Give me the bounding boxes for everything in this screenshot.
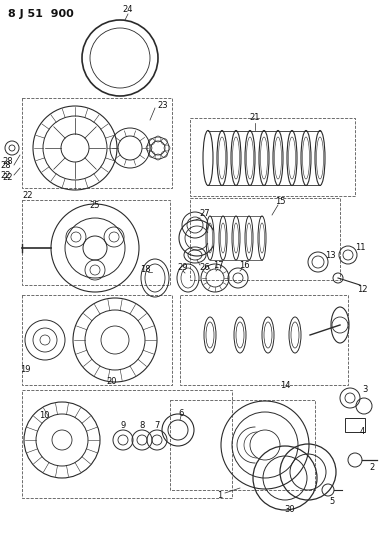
Text: 13: 13: [325, 251, 335, 260]
Bar: [345, 418, 365, 432]
Text: 8: 8: [139, 421, 145, 430]
Text: 17: 17: [213, 262, 223, 271]
Text: 26: 26: [200, 263, 210, 272]
Bar: [22, 200, 170, 285]
Text: 3: 3: [362, 385, 368, 394]
Text: 10: 10: [39, 410, 49, 419]
Text: 29: 29: [178, 263, 188, 272]
Text: 22: 22: [23, 191, 33, 200]
Text: 20: 20: [107, 377, 117, 386]
Bar: [190, 198, 340, 280]
Text: 14: 14: [280, 381, 290, 390]
Text: 23: 23: [158, 101, 168, 109]
Bar: [22, 295, 172, 385]
Text: 24: 24: [123, 5, 133, 14]
Bar: [170, 400, 315, 490]
Text: 28: 28: [1, 160, 11, 169]
Bar: [190, 118, 355, 196]
Text: 9: 9: [121, 421, 125, 430]
Text: 27: 27: [200, 209, 210, 219]
Text: 28: 28: [3, 157, 13, 166]
Text: 2: 2: [370, 464, 374, 472]
Text: 12: 12: [357, 286, 367, 295]
Text: 7: 7: [154, 421, 160, 430]
Bar: [180, 295, 348, 385]
Text: 6: 6: [178, 408, 184, 417]
Bar: [22, 390, 232, 498]
Bar: [22, 98, 172, 188]
Text: 21: 21: [250, 114, 260, 123]
Text: 8 J 51  900: 8 J 51 900: [8, 9, 74, 19]
Text: 15: 15: [275, 197, 285, 206]
Text: 16: 16: [239, 262, 249, 271]
Text: 22: 22: [3, 173, 13, 182]
Text: 4: 4: [359, 427, 365, 437]
Text: 1: 1: [218, 491, 222, 500]
Text: 25: 25: [90, 200, 100, 209]
Text: 30: 30: [285, 505, 295, 514]
Text: 11: 11: [355, 244, 365, 253]
Text: 18: 18: [140, 265, 150, 274]
Text: 22: 22: [1, 171, 11, 180]
Text: 19: 19: [20, 366, 30, 375]
Text: 5: 5: [329, 497, 335, 506]
